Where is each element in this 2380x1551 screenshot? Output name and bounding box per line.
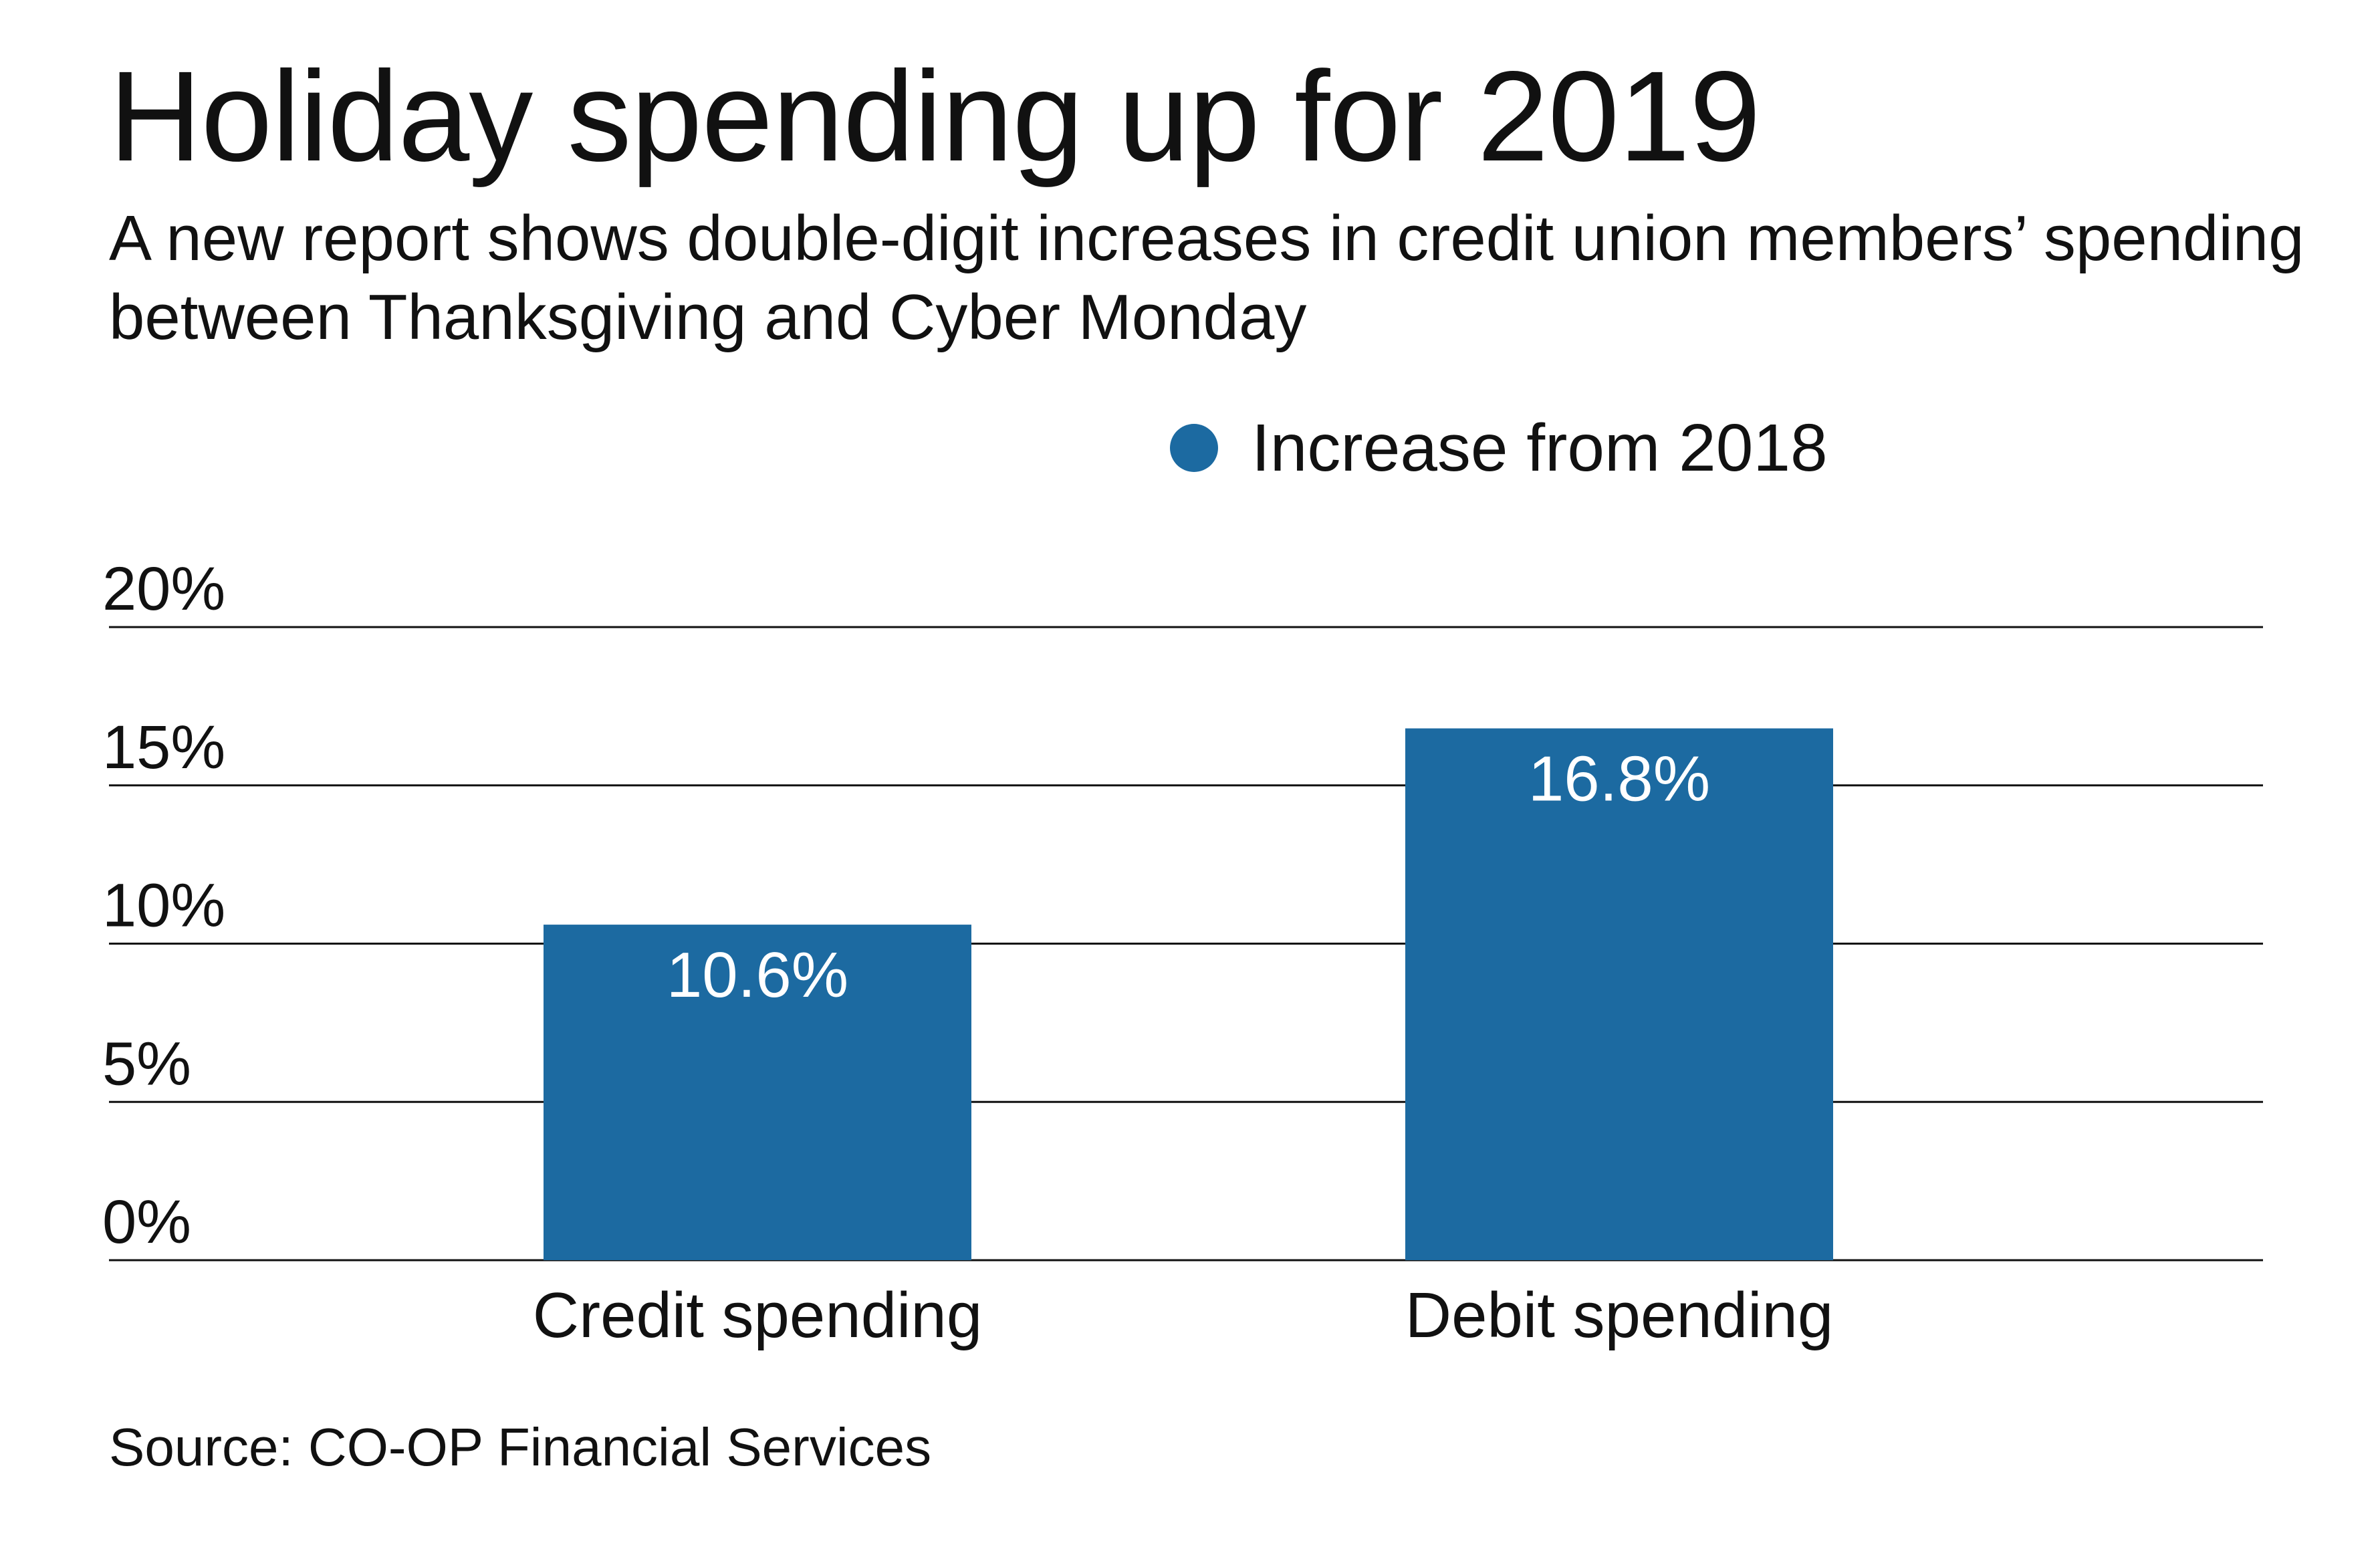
y-tick-label-15: 15% bbox=[102, 713, 225, 782]
bar-value-labels: 10.6% 16.8% bbox=[667, 743, 1710, 1011]
y-tick-label-20: 20% bbox=[102, 555, 225, 623]
chart-legend: Increase from 2018 bbox=[1170, 404, 1828, 491]
y-tick-label-5: 5% bbox=[102, 1030, 191, 1098]
y-axis-tick-labels: 0% 5% 10% 15% 20% bbox=[102, 555, 225, 1256]
bar-value-label-debit-spending: 16.8% bbox=[1528, 743, 1710, 815]
y-tick-label-10: 10% bbox=[102, 872, 225, 940]
chart-subtitle: A new report shows double-digit increase… bbox=[109, 203, 2304, 353]
x-tick-label-debit-spending: Debit spending bbox=[1405, 1280, 1833, 1351]
x-tick-label-credit-spending: Credit spending bbox=[533, 1280, 982, 1351]
x-axis-tick-labels: Credit spending Debit spending bbox=[533, 1280, 1833, 1351]
y-tick-label-0: 0% bbox=[102, 1188, 191, 1256]
bar-value-label-credit-spending: 10.6% bbox=[667, 939, 848, 1011]
source-note: Source: CO-OP Financial Services bbox=[109, 1417, 932, 1477]
legend-label-increase: Increase from 2018 bbox=[1252, 410, 1828, 485]
gridlines bbox=[109, 626, 2263, 1262]
chart-title: Holiday spending up for 2019 bbox=[109, 44, 1761, 188]
bar-credit-spending bbox=[544, 925, 971, 1260]
legend-swatch-increase bbox=[1170, 424, 1218, 472]
bar-debit-spending bbox=[1405, 728, 1833, 1260]
bars bbox=[544, 728, 1833, 1260]
